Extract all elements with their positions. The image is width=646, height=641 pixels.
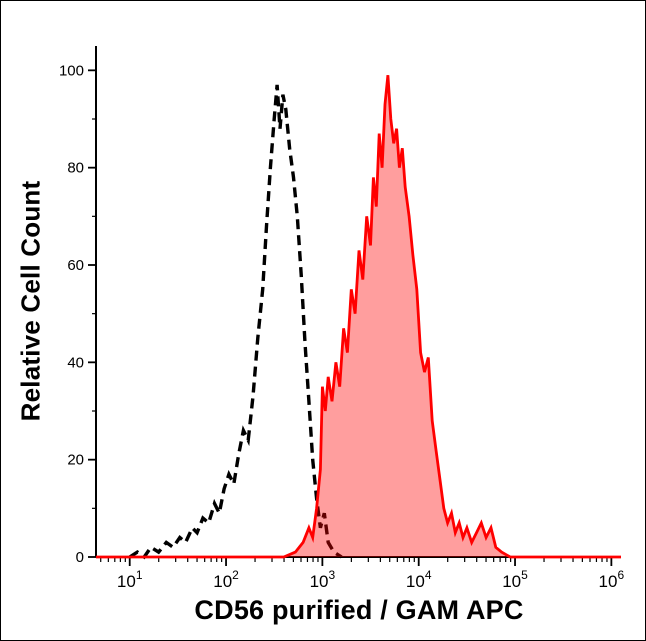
x-tick-label: 104 xyxy=(406,568,432,591)
y-tick-label: 60 xyxy=(67,257,84,274)
x-axis-title: CD56 purified / GAM APC xyxy=(194,595,524,625)
x-tick-label: 106 xyxy=(599,568,625,591)
x-tick-label: 105 xyxy=(502,568,528,591)
y-tick-label: 20 xyxy=(67,452,84,469)
negative-control-histogram-curve xyxy=(128,84,343,560)
x-tick-label: 101 xyxy=(117,568,143,591)
x-tick-label: 102 xyxy=(213,568,239,591)
y-tick-label: 80 xyxy=(67,160,84,177)
x-tick-label: 103 xyxy=(310,568,336,591)
y-tick-label: 0 xyxy=(76,549,84,566)
y-tick-label: 40 xyxy=(67,354,84,371)
y-tick-label: 100 xyxy=(59,62,84,79)
cd56-stained-histogram-fill xyxy=(96,75,621,557)
y-axis-title: Relative Cell Count xyxy=(15,180,46,422)
cd56-stained-histogram-curve xyxy=(96,75,621,559)
